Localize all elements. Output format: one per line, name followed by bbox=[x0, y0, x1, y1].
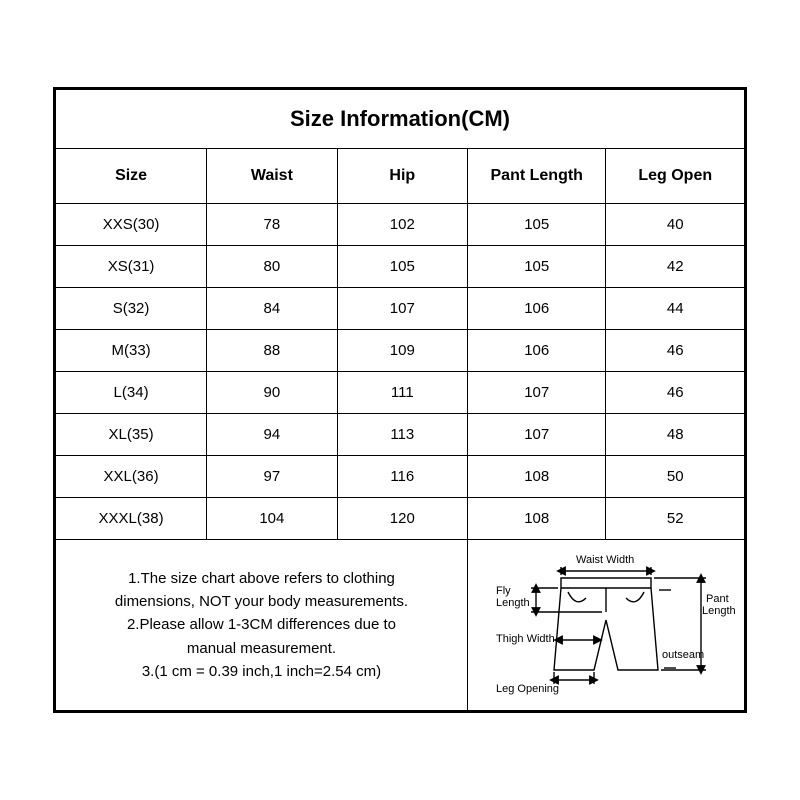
label-pant: Pant bbox=[706, 593, 729, 605]
col-leg-open: Leg Open bbox=[606, 149, 745, 204]
cell: 94 bbox=[207, 414, 337, 456]
cell: 102 bbox=[337, 204, 467, 246]
cell: 105 bbox=[467, 204, 606, 246]
diagram-cell: Waist Width Fly Length Pant Length Thigh… bbox=[467, 540, 744, 711]
cell: 111 bbox=[337, 372, 467, 414]
label-fly: Fly bbox=[496, 585, 511, 597]
cell: 80 bbox=[207, 246, 337, 288]
header-row: Size Waist Hip Pant Length Leg Open bbox=[56, 149, 745, 204]
label-leg-opening: Leg Opening bbox=[496, 683, 559, 695]
note-line: 2.Please allow 1-3CM differences due to bbox=[127, 616, 396, 633]
table-row: XXS(30) 78 102 105 40 bbox=[56, 204, 745, 246]
label-length: Length bbox=[496, 597, 530, 609]
cell: 107 bbox=[467, 372, 606, 414]
cell: L(34) bbox=[56, 372, 207, 414]
label-thigh-width: Thigh Width bbox=[496, 633, 555, 645]
table-row: M(33) 88 109 106 46 bbox=[56, 330, 745, 372]
label-waist-width: Waist Width bbox=[576, 554, 634, 566]
label-outseam: outseam bbox=[662, 649, 704, 661]
label-length2: Length bbox=[702, 605, 736, 617]
note-line: 1.The size chart above refers to clothin… bbox=[128, 570, 395, 587]
cell: 90 bbox=[207, 372, 337, 414]
note-line: dimensions, NOT your body measurements. bbox=[115, 593, 408, 610]
cell: 120 bbox=[337, 498, 467, 540]
cell: XL(35) bbox=[56, 414, 207, 456]
note-line: 3.(1 cm = 0.39 inch,1 inch=2.54 cm) bbox=[142, 663, 381, 680]
cell: 48 bbox=[606, 414, 745, 456]
table-row: L(34) 90 111 107 46 bbox=[56, 372, 745, 414]
cell: XS(31) bbox=[56, 246, 207, 288]
cell: 46 bbox=[606, 372, 745, 414]
cell: 84 bbox=[207, 288, 337, 330]
size-chart-container: Size Information(CM) Size Waist Hip Pant… bbox=[53, 87, 747, 713]
cell: 40 bbox=[606, 204, 745, 246]
cell: 97 bbox=[207, 456, 337, 498]
cell: 52 bbox=[606, 498, 745, 540]
table-title: Size Information(CM) bbox=[56, 90, 745, 149]
cell: 106 bbox=[467, 288, 606, 330]
notes-cell: 1.The size chart above refers to clothin… bbox=[56, 540, 468, 711]
pants-diagram-icon: Waist Width Fly Length Pant Length Thigh… bbox=[476, 550, 736, 700]
cell: 105 bbox=[467, 246, 606, 288]
cell: 116 bbox=[337, 456, 467, 498]
table-row: XXXL(38) 104 120 108 52 bbox=[56, 498, 745, 540]
footer-row: 1.The size chart above refers to clothin… bbox=[56, 540, 745, 711]
cell: XXXL(38) bbox=[56, 498, 207, 540]
table-row: S(32) 84 107 106 44 bbox=[56, 288, 745, 330]
cell: 46 bbox=[606, 330, 745, 372]
cell: 44 bbox=[606, 288, 745, 330]
cell: 104 bbox=[207, 498, 337, 540]
col-waist: Waist bbox=[207, 149, 337, 204]
col-pant-length: Pant Length bbox=[467, 149, 606, 204]
cell: 107 bbox=[467, 414, 606, 456]
cell: 113 bbox=[337, 414, 467, 456]
cell: M(33) bbox=[56, 330, 207, 372]
col-hip: Hip bbox=[337, 149, 467, 204]
cell: 106 bbox=[467, 330, 606, 372]
cell: 108 bbox=[467, 498, 606, 540]
cell: 108 bbox=[467, 456, 606, 498]
cell: XXL(36) bbox=[56, 456, 207, 498]
cell: 78 bbox=[207, 204, 337, 246]
size-table: Size Information(CM) Size Waist Hip Pant… bbox=[55, 89, 745, 711]
cell: 50 bbox=[606, 456, 745, 498]
cell: 88 bbox=[207, 330, 337, 372]
cell: XXS(30) bbox=[56, 204, 207, 246]
cell: 42 bbox=[606, 246, 745, 288]
table-row: XS(31) 80 105 105 42 bbox=[56, 246, 745, 288]
col-size: Size bbox=[56, 149, 207, 204]
table-row: XXL(36) 97 116 108 50 bbox=[56, 456, 745, 498]
note-line: manual measurement. bbox=[187, 640, 336, 657]
cell: 105 bbox=[337, 246, 467, 288]
cell: 109 bbox=[337, 330, 467, 372]
cell: S(32) bbox=[56, 288, 207, 330]
title-row: Size Information(CM) bbox=[56, 90, 745, 149]
table-row: XL(35) 94 113 107 48 bbox=[56, 414, 745, 456]
cell: 107 bbox=[337, 288, 467, 330]
